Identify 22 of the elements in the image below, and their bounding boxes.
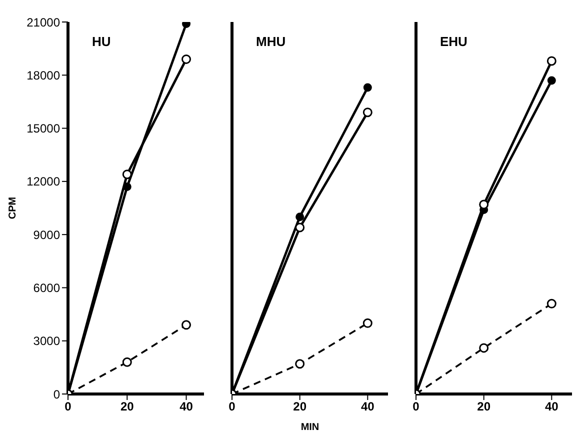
y-tick-label: 12000 (26, 174, 60, 189)
x-tick-label: 20 (120, 400, 134, 414)
y-tick-label: 3000 (33, 334, 60, 348)
y-tick-label: 18000 (26, 68, 60, 82)
x-tick-label: 20 (293, 400, 307, 414)
y-tick-label: 15000 (26, 122, 60, 136)
x-axis-title: MIN (300, 422, 320, 433)
y-tick-label: 0 (53, 387, 60, 402)
x-tick-label: 40 (544, 400, 559, 414)
y-tick-label: 9000 (33, 228, 60, 242)
x-tick-label: 40 (180, 400, 194, 414)
text: EHU (440, 34, 468, 49)
y-axis-title: CPM (8, 196, 19, 220)
x-tick-label: 20 (477, 400, 491, 414)
x-tick-label: 0 (228, 400, 236, 414)
y-tick-label: 6000 (33, 280, 60, 295)
x-tick-label: 0 (412, 400, 420, 414)
y-tick-label: 21000 (26, 15, 60, 30)
text: MHU (256, 34, 286, 49)
x-tick-label: 40 (360, 400, 375, 414)
text: HU (92, 34, 111, 49)
x-tick-label: 0 (64, 400, 72, 414)
